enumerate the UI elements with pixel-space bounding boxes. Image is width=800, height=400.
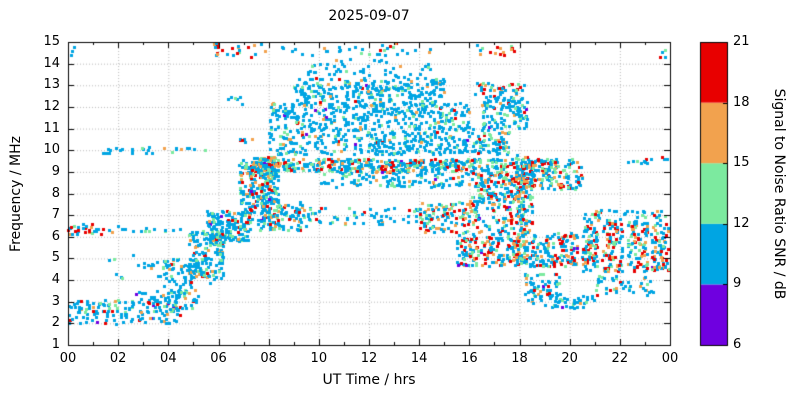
y-tick-label: 6 xyxy=(51,228,60,244)
x-tick-label: 08 xyxy=(260,351,277,366)
x-tick-label: 00 xyxy=(661,351,679,366)
colorbar-tick-label: 6 xyxy=(733,337,742,352)
x-tick-label: 18 xyxy=(511,351,528,366)
x-tick-label: 22 xyxy=(611,351,629,366)
y-tick-label: 14 xyxy=(43,55,60,71)
y-tick-label: 7 xyxy=(51,207,60,223)
y-tick-label: 12 xyxy=(43,98,60,114)
x-tick-label: 10 xyxy=(310,351,328,366)
x-tick-label: 12 xyxy=(360,351,378,366)
y-tick-label: 13 xyxy=(43,77,60,93)
y-tick-label: 11 xyxy=(43,120,60,136)
y-tick-label: 5 xyxy=(51,250,60,266)
y-tick-label: 15 xyxy=(43,34,60,49)
y-tick-label: 1 xyxy=(51,337,60,352)
x-axis-label: UT Time / hrs xyxy=(322,372,416,388)
y-tick-label: 9 xyxy=(51,163,60,179)
colorbar-tick-label: 21 xyxy=(733,34,750,49)
y-tick-label: 2 xyxy=(51,315,60,331)
colorbar-tick-label: 18 xyxy=(733,94,750,110)
y-axis-label: Frequency / MHz xyxy=(8,136,24,252)
colorbar-tick-label: 15 xyxy=(733,155,750,171)
colorbar-tick-label: 12 xyxy=(733,215,750,231)
y-tick-label: 3 xyxy=(51,293,60,309)
x-tick-label: 06 xyxy=(210,351,227,366)
x-tick-label: 04 xyxy=(160,351,177,366)
y-tick-label: 10 xyxy=(43,142,60,158)
x-tick-label: 02 xyxy=(109,351,127,366)
x-tick-label: 20 xyxy=(561,351,578,366)
colorbar-tick-label: 9 xyxy=(733,276,742,292)
x-tick-label: 00 xyxy=(59,351,77,366)
colorbar-label: Signal to Noise Ratio SNR / dB xyxy=(771,88,787,300)
x-tick-label: 16 xyxy=(461,351,478,366)
x-tick-label: 14 xyxy=(410,351,428,366)
chart-title: 2025-09-07 xyxy=(328,8,410,24)
y-tick-label: 4 xyxy=(51,272,60,288)
y-tick-label: 8 xyxy=(51,185,60,201)
